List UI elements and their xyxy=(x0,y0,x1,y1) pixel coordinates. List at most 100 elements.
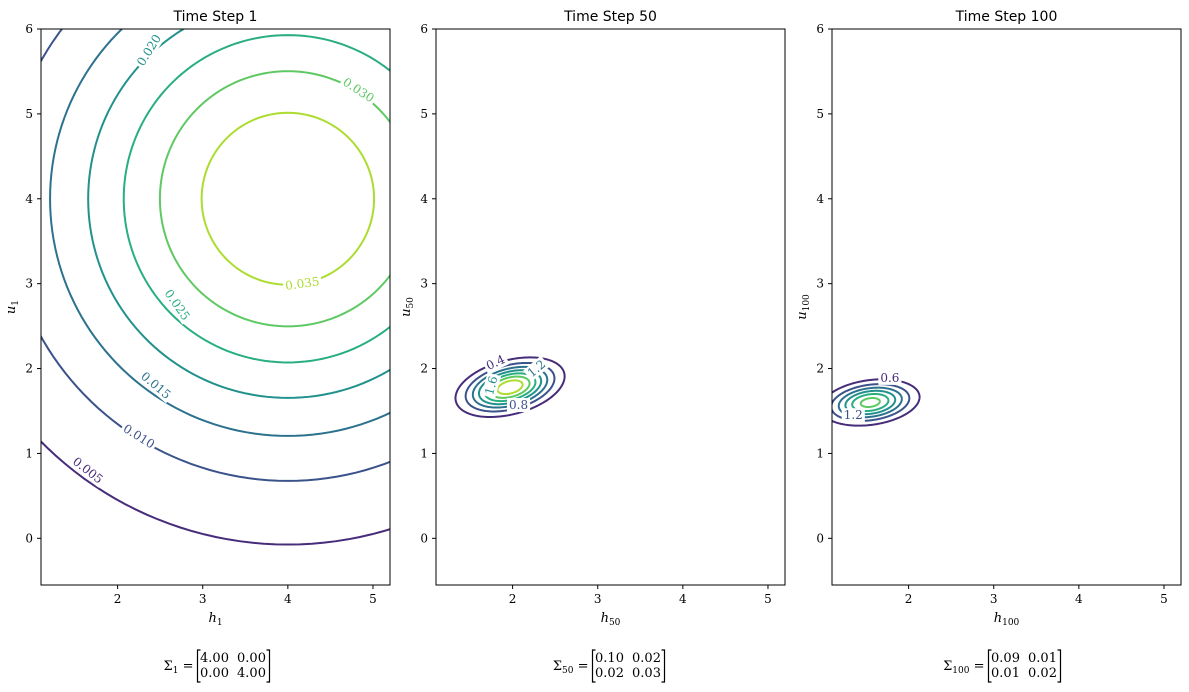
contour-level-1.2 xyxy=(471,365,549,409)
y-tick-label: 1 xyxy=(25,446,33,460)
contour-label: 0.010 xyxy=(121,421,158,451)
contour-level-0.015 xyxy=(49,29,390,437)
x-tick-label: 4 xyxy=(284,592,292,606)
y-tick-label: 3 xyxy=(816,277,824,291)
y-tick-label: 4 xyxy=(25,192,33,206)
x-tick-label: 4 xyxy=(1075,592,1083,606)
x-tick-label: 5 xyxy=(764,592,772,606)
panel-title: Time Step 100 xyxy=(955,9,1058,25)
y-tick-label: 5 xyxy=(25,107,33,121)
matrix-bracket-left xyxy=(591,649,596,683)
contour-label: 0.025 xyxy=(162,287,193,323)
contour-level-1.8 xyxy=(837,386,903,419)
contour-label: 1.6 xyxy=(482,374,500,396)
x-tick-label: 2 xyxy=(509,592,517,606)
plot-frame xyxy=(40,28,391,586)
matrix-bracket-right xyxy=(266,649,271,683)
contour-lines xyxy=(832,378,921,427)
contour-label: 0.035 xyxy=(284,274,320,293)
matrix-cell: 0.03 xyxy=(632,666,661,681)
y-tick-label: 5 xyxy=(816,107,824,121)
plot-frame xyxy=(435,28,786,586)
y-tick-label: 2 xyxy=(420,362,428,376)
y-tick-label: 6 xyxy=(25,22,33,36)
x-tick-label: 3 xyxy=(990,592,998,606)
y-tick-label: 4 xyxy=(816,192,824,206)
matrix-bracket-left xyxy=(196,649,201,683)
x-tick-label: 3 xyxy=(594,592,602,606)
matrix-cell: 0.02 xyxy=(632,651,661,666)
contour-label: 0.6 xyxy=(880,371,899,385)
covariance-caption: Σ100 =0.09 0.010.01 0.02 xyxy=(943,649,1062,683)
y-tick-label: 2 xyxy=(816,362,824,376)
contour-lines xyxy=(454,356,566,419)
plot-frame xyxy=(831,28,1182,586)
covariance-symbol: Σ100 = xyxy=(943,659,984,676)
matrix-cell: 0.02 xyxy=(1028,666,1057,681)
x-tick-label: 3 xyxy=(199,592,207,606)
matrix-bracket-left xyxy=(987,649,992,683)
contour-level-0.8 xyxy=(464,361,556,413)
contour-level-0.025 xyxy=(122,34,390,364)
matrix-cell: 0.09 xyxy=(991,651,1020,666)
covariance-caption: Σ1 =4.00 0.000.00 4.00 xyxy=(164,649,271,683)
matrix-cell: 0.00 xyxy=(237,651,266,666)
y-tick-label: 6 xyxy=(420,22,428,36)
panel-title: Time Step 1 xyxy=(173,9,258,25)
contour-level-0.035 xyxy=(200,111,376,286)
contour-lines xyxy=(41,29,390,546)
panel-3: 0.6 1.2 2 3 4 5 0 1 2 3 4 5 6 Time Step 100 h100 u100 Σ1… xyxy=(795,9,1182,683)
y-tick-label: 0 xyxy=(816,531,824,545)
contour-level-1.6 xyxy=(477,369,543,406)
y-tick-label: 5 xyxy=(420,107,428,121)
matrix-bracket-right xyxy=(1057,649,1062,683)
contour-label: 0.8 xyxy=(509,398,528,412)
matrix-cell: 4.00 xyxy=(200,651,229,666)
y-tick-label: 6 xyxy=(816,22,824,36)
x-axis-label: h1 xyxy=(208,611,222,628)
x-tick-label: 5 xyxy=(369,592,377,606)
x-tick-label: 2 xyxy=(114,592,122,606)
y-tick-label: 0 xyxy=(25,531,33,545)
y-axis-label: u100 xyxy=(795,294,812,320)
matrix-cell: 4.00 xyxy=(237,666,266,681)
matrix-cell: 0.01 xyxy=(1028,651,1057,666)
covariance-symbol: Σ50 = xyxy=(553,659,589,676)
contour-level-2.4 xyxy=(844,389,897,416)
contour-level-2.8 xyxy=(496,379,524,396)
contour-level-3.6 xyxy=(859,397,881,408)
y-tick-label: 0 xyxy=(420,531,428,545)
contour-level-0.6 xyxy=(832,378,921,427)
contour-level-0.4 xyxy=(454,356,566,419)
contour-label: 1.2 xyxy=(844,408,863,422)
covariance-symbol: Σ1 = xyxy=(164,659,194,676)
matrix-cell: 0.10 xyxy=(595,651,624,666)
x-tick-label: 2 xyxy=(905,592,913,606)
x-axis-label: h50 xyxy=(601,611,621,628)
x-tick-label: 5 xyxy=(1160,592,1168,606)
panel-title: Time Step 50 xyxy=(563,9,657,25)
y-tick-label: 2 xyxy=(25,362,33,376)
contour-label: 0.030 xyxy=(340,75,376,105)
matrix-cell: 0.00 xyxy=(200,666,229,681)
matrix-cell: 0.01 xyxy=(991,666,1020,681)
matrix-cell: 0.02 xyxy=(595,666,624,681)
y-axis-label: u50 xyxy=(399,297,416,317)
contour-label: 0.020 xyxy=(134,32,164,69)
y-tick-label: 1 xyxy=(816,446,824,460)
y-tick-label: 4 xyxy=(420,192,428,206)
contour-level-0.005 xyxy=(41,440,390,546)
y-tick-label: 3 xyxy=(420,277,428,291)
x-tick-label: 4 xyxy=(679,592,687,606)
y-tick-label: 1 xyxy=(420,446,428,460)
contour-level-3.0 xyxy=(851,392,890,413)
x-axis-label: h100 xyxy=(994,611,1020,628)
y-tick-label: 3 xyxy=(25,277,33,291)
matrix-bracket-right xyxy=(661,649,666,683)
contour-level-0.020 xyxy=(87,29,390,399)
y-axis-label: u1 xyxy=(4,300,21,314)
covariance-caption: Σ50 =0.10 0.020.02 0.03 xyxy=(553,649,666,683)
